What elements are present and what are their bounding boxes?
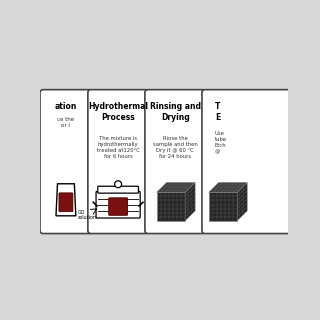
FancyBboxPatch shape <box>202 90 291 234</box>
FancyBboxPatch shape <box>40 90 92 234</box>
Text: Use
tube
Etch
@: Use tube Etch @ <box>215 131 227 161</box>
Text: Hydrothermal
Process: Hydrothermal Process <box>88 102 148 122</box>
Polygon shape <box>237 182 247 221</box>
FancyBboxPatch shape <box>88 90 148 234</box>
Text: Rinse the
sample and then
Dry it @ 60 °C
for 24 hours: Rinse the sample and then Dry it @ 60 °C… <box>153 136 197 159</box>
Text: T
E: T E <box>215 102 220 122</box>
Polygon shape <box>185 182 195 221</box>
Text: ation: ation <box>55 102 77 111</box>
FancyBboxPatch shape <box>109 198 128 215</box>
Polygon shape <box>209 192 237 221</box>
FancyBboxPatch shape <box>145 90 205 234</box>
FancyBboxPatch shape <box>96 191 140 218</box>
Polygon shape <box>40 92 288 232</box>
Polygon shape <box>156 182 195 192</box>
Polygon shape <box>56 184 76 216</box>
Polygon shape <box>156 192 185 221</box>
Polygon shape <box>209 182 247 192</box>
Text: GO
solution: GO solution <box>78 210 97 220</box>
FancyBboxPatch shape <box>59 193 73 212</box>
Text: Rinsing and
Drying: Rinsing and Drying <box>150 102 201 122</box>
Circle shape <box>115 181 122 188</box>
FancyBboxPatch shape <box>98 186 139 193</box>
Text: The mixture is
hydrothermally
treated at120°C
for 6 hours: The mixture is hydrothermally treated at… <box>97 136 140 159</box>
Text: ce the
or I: ce the or I <box>57 117 75 128</box>
